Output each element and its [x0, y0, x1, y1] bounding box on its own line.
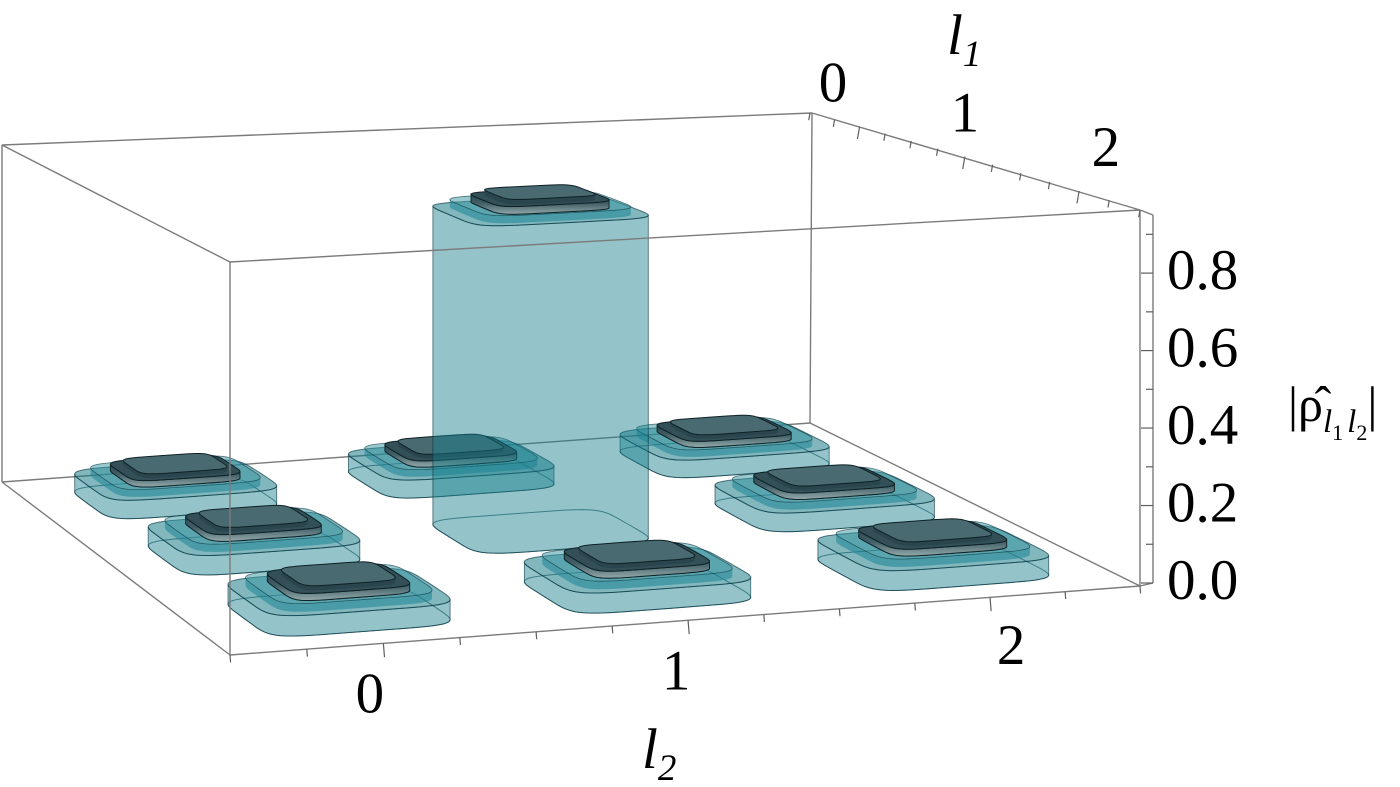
bars-3d — [74, 184, 1050, 637]
l2-axis-major-tick — [989, 597, 992, 612]
bar-l1-1-l2-2 — [714, 464, 935, 533]
inner-cap-top-face — [669, 414, 779, 436]
l1-axis-minor-tick — [1018, 173, 1022, 181]
inner-cap-top-face — [280, 561, 396, 587]
z-axis-top-hook — [1139, 209, 1154, 216]
l2-axis-minor-tick — [1139, 585, 1142, 594]
l2-axis-title-letter: l — [642, 718, 658, 781]
l2-axis-title: l2 — [642, 718, 676, 787]
axes-ticks-and-labels: 0 1 2 0 1 2 0.0 0.2 0.4 0.6 0.8 — [229, 52, 1238, 725]
l2-axis-minor-tick — [306, 649, 308, 657]
inner-cap-bevel-wall — [578, 547, 695, 569]
z-title-bar-open: | — [1288, 376, 1298, 432]
inner-cap-top-face — [484, 184, 596, 201]
l1-axis-title-subscript: 1 — [963, 34, 982, 75]
l2-axis-title-subscript: 2 — [658, 748, 677, 787]
inner-cap-top-face — [397, 433, 504, 455]
bar-l1-2-l2-0 — [227, 561, 451, 637]
l1-axis-tick-label-2: 2 — [1092, 116, 1121, 179]
l1-axis-minor-tick — [990, 164, 994, 173]
inner-cap-bevel-wall — [199, 513, 308, 532]
l2-axis-minor-tick — [838, 608, 841, 617]
inner-cap-bevel-wall — [123, 460, 227, 479]
l1-axis-major-tick — [962, 156, 966, 170]
l1-axis-minor-tick — [1047, 181, 1051, 190]
l1-axis-major-tick — [856, 126, 861, 140]
bar-l1-0-l2-2 — [619, 414, 830, 479]
outer-bar-bevel-wall — [164, 520, 343, 552]
inner-cap-top-face — [122, 453, 228, 475]
l1-axis-title-letter: l — [947, 4, 963, 67]
inner-cap-bevel-wall — [484, 190, 596, 205]
l2-axis-major-tick — [687, 620, 690, 635]
box-edge-floor-front — [229, 585, 1141, 656]
l2-axis-minor-tick — [535, 631, 538, 640]
z-axis-title: |ρ̂l1 l2| — [1288, 376, 1377, 445]
z-title-sub-l2-letter: l — [1347, 404, 1356, 440]
l2-axis-minor-tick — [459, 637, 462, 646]
z-title-bar-close: | — [1367, 376, 1377, 432]
inner-cap-top-face — [872, 518, 993, 543]
l2-axis-major-tick — [382, 643, 386, 658]
box-edge-vertical-back-right — [809, 112, 813, 424]
z-axis-tick-label-0.2: 0.2 — [1167, 472, 1238, 535]
bar-l1-2-l2-2 — [817, 518, 1050, 592]
z-title-sub-l1-letter: l — [1323, 404, 1332, 440]
box-edge-top-front — [229, 209, 1141, 263]
l2-axis-minor-tick — [914, 603, 916, 611]
l1-axis-major-tick — [1076, 190, 1080, 204]
z-axis-tick-label-0.6: 0.6 — [1167, 317, 1238, 380]
box-edge-floor-left — [1, 481, 231, 656]
bar-l1-2-l2-1 — [523, 539, 752, 614]
inner-cap-top-face — [767, 464, 881, 487]
l1-axis-minor-tick — [909, 140, 912, 149]
z-axis-tick-label-0.0: 0.0 — [1167, 549, 1238, 612]
box-edge-top-back — [1, 112, 813, 146]
bar-l1-0-l2-1 — [347, 433, 555, 499]
l1-axis-minor-tick — [1138, 209, 1141, 218]
inner-cap-bevel-wall — [281, 570, 396, 591]
z-axis-tick-label-0.4: 0.4 — [1167, 394, 1238, 457]
bar-l1-1-l2-0 — [147, 504, 361, 576]
l1-axis-tick-label-1: 1 — [951, 82, 980, 145]
l1-axis-minor-tick — [808, 112, 811, 121]
outer-bar-bevel-wall — [449, 199, 631, 224]
l1-axis-title: l1 — [947, 4, 981, 75]
box-edge-floor-right — [809, 422, 1141, 587]
l2-axis-minor-tick — [611, 625, 614, 634]
l2-axis-minor-tick — [229, 654, 232, 663]
z-axis-tick-label-0.8: 0.8 — [1167, 239, 1238, 302]
l2-axis-minor-tick — [763, 614, 766, 622]
l2-axis-tick-label-0: 0 — [356, 662, 385, 725]
plot-box-front-edges — [1, 112, 1141, 656]
l1-axis-minor-tick — [935, 148, 939, 156]
l2-axis-tick-label-1: 1 — [662, 639, 691, 702]
inner-cap-top-face — [198, 504, 309, 528]
inner-cap-top-face — [578, 539, 696, 565]
l1-axis-minor-tick — [1107, 200, 1110, 208]
bar-l1-0-l2-0 — [74, 453, 278, 520]
outer-bar-bevel-wall — [836, 533, 1030, 567]
box-edge-top-right — [811, 112, 1141, 211]
outer-bar-wall — [432, 205, 649, 554]
l2-axis-minor-tick — [1064, 591, 1067, 600]
z-title-sub-l2-digit: 2 — [1356, 420, 1367, 445]
l1-axis-minor-tick — [832, 119, 836, 127]
z-title-sub-l1-digit: 1 — [1332, 420, 1343, 445]
l2-axis-tick-label-2: 2 — [997, 614, 1026, 677]
l1-axis-tick-label-0: 0 — [819, 52, 848, 115]
outer-bar-bevel-wall — [245, 577, 432, 612]
l1-axis-minor-tick — [883, 133, 886, 141]
box-edge-top-left — [1, 144, 231, 263]
